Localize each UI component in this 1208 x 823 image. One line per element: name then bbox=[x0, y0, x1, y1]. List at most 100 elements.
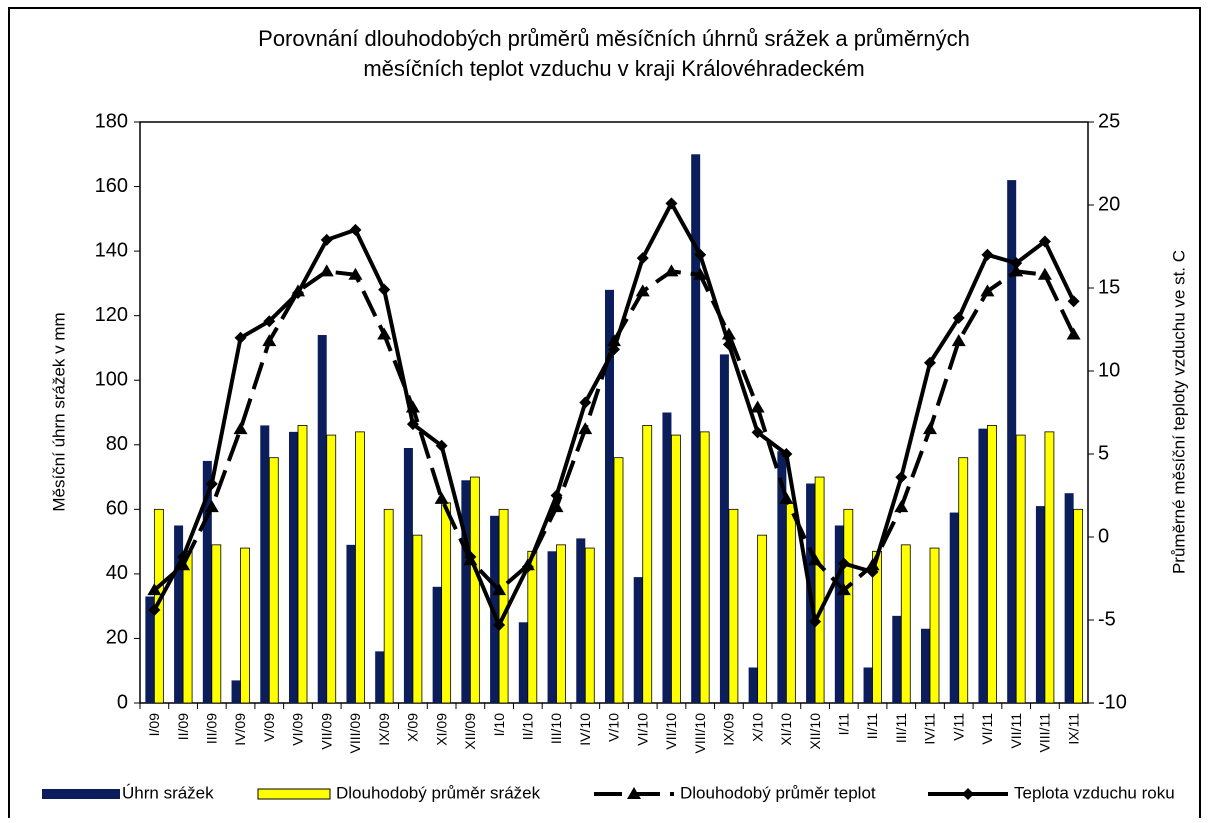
bar bbox=[240, 547, 250, 704]
bar bbox=[432, 586, 442, 703]
bar bbox=[863, 667, 873, 703]
y-tick-label: 0 bbox=[117, 691, 128, 713]
bar bbox=[1035, 506, 1045, 703]
bar bbox=[728, 508, 739, 704]
x-tick-label: VI/11 bbox=[979, 713, 995, 745]
marker-diamond bbox=[962, 788, 974, 800]
y2-tick-label: 25 bbox=[1098, 110, 1120, 132]
x-tick-label: II/09 bbox=[175, 713, 191, 740]
marker-diamond bbox=[435, 439, 448, 452]
bar bbox=[145, 596, 155, 703]
bar bbox=[978, 428, 988, 703]
marker-triangle bbox=[980, 284, 995, 297]
bar bbox=[268, 457, 279, 704]
y2-tick-label: 20 bbox=[1098, 193, 1120, 215]
x-tick-label: X/09 bbox=[405, 713, 421, 742]
x-tick-label: II/10 bbox=[520, 713, 536, 740]
x-tick-label: IX/09 bbox=[376, 713, 392, 746]
bar bbox=[1064, 493, 1074, 703]
x-tick-label: V/11 bbox=[950, 713, 966, 741]
bar bbox=[900, 544, 911, 704]
x-tick-label: VIII/09 bbox=[347, 713, 363, 754]
marker-triangle bbox=[664, 264, 679, 277]
marker-triangle bbox=[377, 327, 392, 340]
bar bbox=[576, 538, 586, 703]
bar bbox=[556, 544, 566, 704]
bar bbox=[671, 434, 681, 704]
bar bbox=[584, 547, 595, 704]
bar bbox=[375, 651, 385, 703]
marker-diamond bbox=[378, 283, 391, 296]
bar bbox=[518, 622, 528, 703]
x-tick-label: VIII/11 bbox=[1037, 713, 1053, 753]
bar bbox=[1073, 508, 1084, 704]
marker-diamond bbox=[148, 604, 161, 617]
marker-triangle bbox=[1066, 327, 1081, 340]
chart-frame bbox=[8, 7, 1201, 818]
marker-diamond bbox=[837, 557, 850, 570]
x-tick-label: I/09 bbox=[146, 713, 162, 737]
x-tick-label: XI/10 bbox=[778, 713, 794, 746]
bar bbox=[182, 550, 193, 704]
legend-label: Dlouhodobý průměr srážek bbox=[336, 783, 541, 802]
marker-triangle bbox=[147, 583, 162, 596]
marker-diamond bbox=[579, 396, 592, 409]
bar bbox=[987, 425, 997, 704]
x-tick-label: XI/09 bbox=[433, 713, 449, 746]
marker-triangle bbox=[262, 334, 277, 347]
x-tick-label: VII/11 bbox=[1008, 713, 1024, 749]
x-tick-label: V/09 bbox=[261, 713, 277, 742]
bar bbox=[757, 534, 768, 704]
marker-diamond bbox=[895, 471, 908, 484]
marker-diamond bbox=[608, 343, 620, 356]
marker-triangle bbox=[204, 500, 219, 513]
y2-tick-label: 0 bbox=[1098, 525, 1109, 547]
x-tick-label: III/11 bbox=[893, 713, 909, 743]
y2-axis-label: Průměrné měsíční teploty vzduchu ve st. … bbox=[1169, 250, 1188, 574]
x-tick-label: VII/09 bbox=[318, 713, 334, 750]
bar bbox=[412, 534, 423, 704]
bar bbox=[317, 335, 327, 703]
y-tick-label: 120 bbox=[95, 304, 128, 326]
bar bbox=[202, 460, 212, 703]
y-tick-label: 100 bbox=[95, 369, 128, 391]
bar bbox=[326, 434, 337, 704]
y-tick-label: 80 bbox=[106, 433, 128, 455]
marker-triangle bbox=[865, 558, 880, 571]
x-tick-label: III/10 bbox=[548, 713, 564, 744]
marker-diamond bbox=[521, 560, 534, 573]
marker-diamond bbox=[464, 550, 477, 563]
bar bbox=[785, 502, 796, 704]
bar bbox=[814, 476, 825, 704]
x-tick-label: IX/09 bbox=[721, 713, 737, 746]
marker-triangle bbox=[492, 583, 507, 596]
marker-triangle bbox=[578, 422, 593, 435]
x-tick-label: VI/09 bbox=[290, 713, 306, 746]
marker-triangle bbox=[836, 583, 851, 596]
bar bbox=[662, 412, 672, 703]
y-tick-label: 40 bbox=[106, 562, 128, 584]
marker-diamond bbox=[406, 418, 419, 431]
marker-diamond bbox=[866, 565, 879, 578]
legend-label: Teplota vzduchu roku bbox=[1014, 783, 1175, 802]
bar bbox=[699, 431, 710, 704]
marker-diamond bbox=[320, 233, 333, 246]
bar bbox=[547, 551, 557, 703]
bar bbox=[958, 457, 969, 704]
marker-triangle bbox=[951, 334, 966, 347]
bar bbox=[921, 628, 930, 703]
marker-triangle bbox=[348, 267, 363, 280]
x-tick-label: I/11 bbox=[836, 713, 852, 736]
bar bbox=[469, 476, 480, 704]
marker-diamond bbox=[636, 252, 649, 265]
bar bbox=[633, 577, 643, 703]
x-tick-label: IX/11 bbox=[1065, 713, 1081, 745]
bar bbox=[719, 354, 729, 703]
marker-triangle bbox=[750, 400, 765, 413]
bar bbox=[892, 615, 902, 703]
marker-triangle bbox=[779, 491, 794, 504]
bar bbox=[403, 448, 413, 703]
marker-diamond bbox=[694, 248, 707, 261]
